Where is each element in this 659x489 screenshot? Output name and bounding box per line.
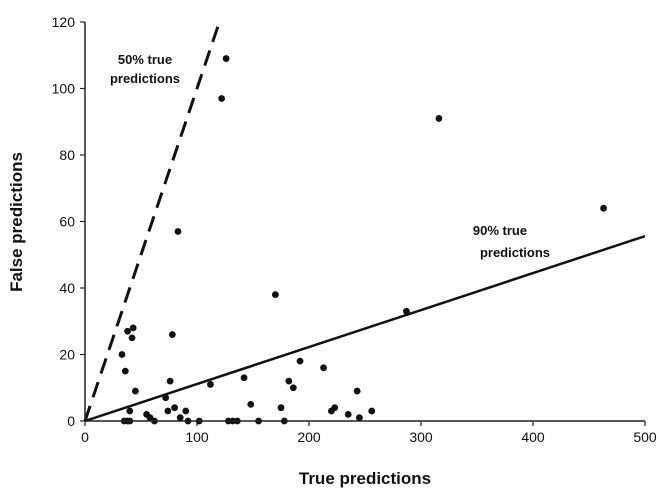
scatter-point — [162, 394, 170, 402]
annotation-90-line1: 90% true — [473, 223, 527, 238]
scatter-point — [368, 407, 376, 415]
scatter-point — [168, 331, 176, 338]
y-tick-label: 80 — [59, 147, 75, 163]
data-points — [118, 55, 607, 425]
scatter-point — [403, 307, 410, 315]
scatter-point — [182, 407, 190, 415]
x-tick-label: 0 — [81, 429, 89, 445]
scatter-point — [128, 334, 136, 342]
x-tick-label: 200 — [297, 429, 321, 445]
y-tick-label: 120 — [52, 14, 76, 30]
x-tick-label: 400 — [521, 429, 545, 445]
line-50-percent-true — [83, 21, 221, 422]
scatter-point — [129, 324, 137, 332]
scatter-point — [126, 407, 134, 415]
scatter-point — [124, 327, 131, 335]
x-axis-title: True predictions — [299, 469, 431, 488]
scatter-point — [272, 291, 279, 299]
x-tick-label: 500 — [633, 429, 657, 445]
scatter-point — [222, 55, 230, 62]
y-tick-label: 60 — [59, 214, 75, 230]
scatter-point — [356, 414, 363, 422]
scatter-point — [174, 228, 182, 235]
scatter-point — [240, 374, 248, 382]
annotation-90-line2: predictions — [480, 245, 550, 260]
scatter-point — [331, 404, 339, 412]
scatter-point — [600, 204, 607, 212]
scatter-point — [353, 387, 361, 395]
line-90-percent-true — [84, 234, 646, 423]
scatter-point — [171, 404, 179, 412]
y-axis-title: False predictions — [7, 152, 26, 292]
scatter-point — [277, 404, 285, 412]
scatter-point — [218, 95, 226, 102]
scatter-point — [296, 357, 304, 365]
scatter-point — [121, 367, 129, 375]
scatter-point — [289, 384, 297, 392]
x-tick-label: 300 — [409, 429, 433, 445]
scatter-point — [247, 400, 255, 408]
annotation-50-line1: 50% true — [118, 52, 172, 67]
reference-lines — [83, 21, 646, 423]
scatter-point — [285, 377, 293, 385]
scatter-point — [166, 377, 174, 385]
y-tick-label: 20 — [59, 347, 75, 363]
scatter-point — [344, 410, 352, 418]
y-tick-label: 100 — [52, 81, 76, 97]
y-tick-label: 0 — [67, 413, 75, 429]
y-tick-label: 40 — [59, 280, 75, 296]
scatter-point — [320, 364, 327, 372]
scatter-point — [207, 381, 214, 388]
ticks: 0 100 200 300 400 500 0 20 40 60 80 100 120 — [52, 14, 657, 445]
scatter-point — [118, 351, 126, 358]
scatter-point — [435, 115, 443, 122]
scatter-point — [164, 407, 172, 415]
scatter-point — [176, 414, 184, 422]
x-tick-label: 100 — [185, 429, 209, 445]
annotation-50-line2: predictions — [110, 71, 180, 86]
scatter-point — [132, 387, 139, 395]
